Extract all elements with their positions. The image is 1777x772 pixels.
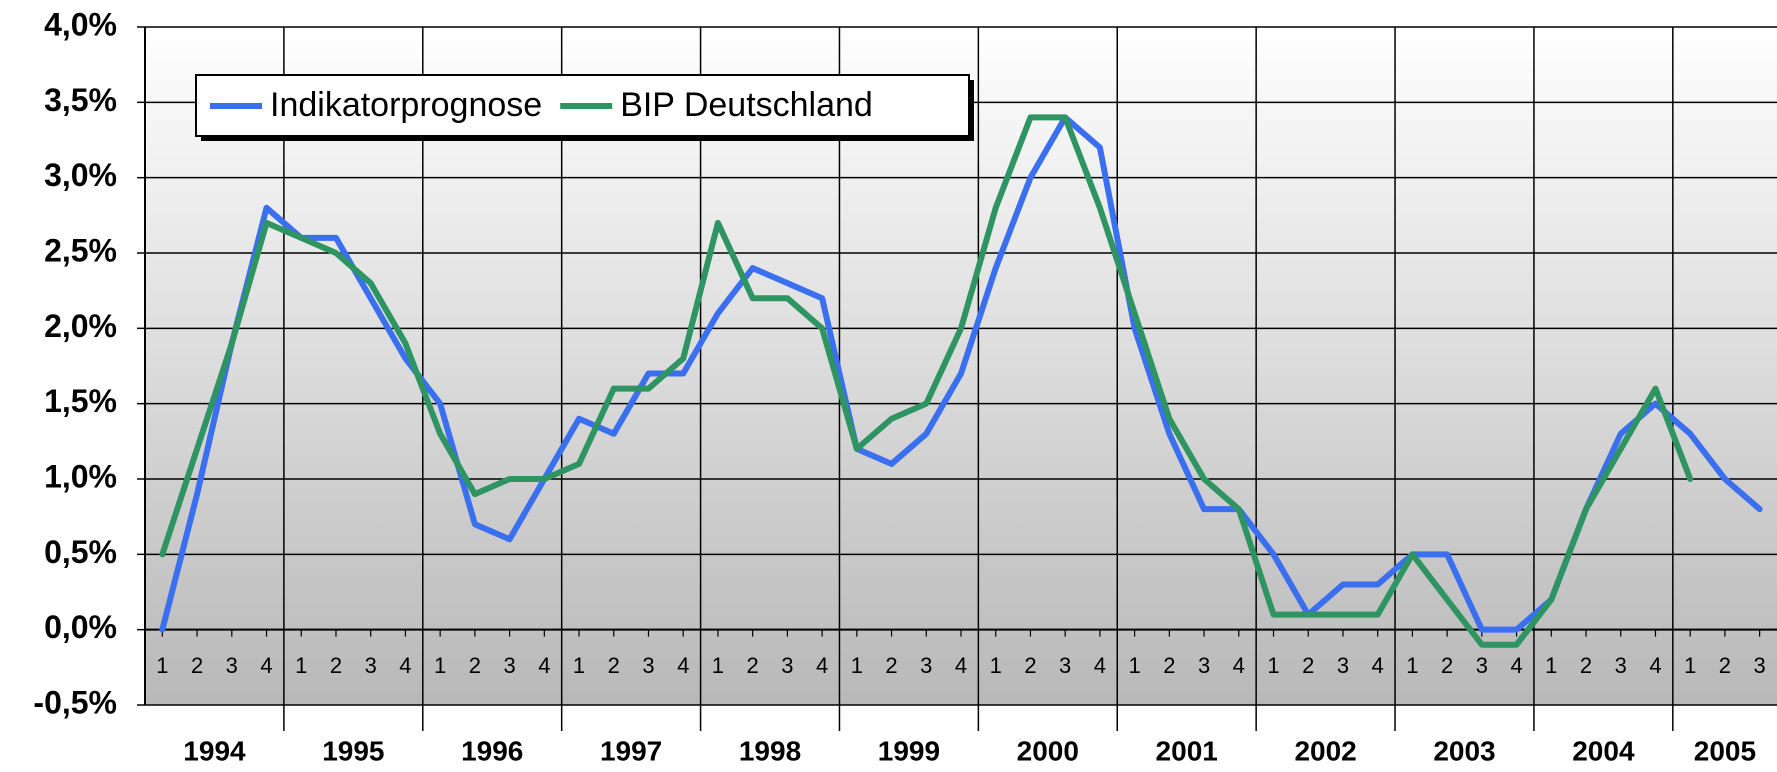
y-tick-label: 1,5% <box>44 383 117 419</box>
year-label: 2005 <box>1694 735 1756 766</box>
quarter-label: 1 <box>156 653 168 678</box>
year-label: 1996 <box>461 735 523 766</box>
y-tick-label: 1,0% <box>44 458 117 494</box>
quarter-label: 2 <box>469 653 481 678</box>
legend-label: BIP Deutschland <box>620 86 873 124</box>
year-label: 2003 <box>1433 735 1495 766</box>
quarter-label: 3 <box>1059 653 1071 678</box>
quarter-label: 1 <box>1128 653 1140 678</box>
quarter-label: 3 <box>1754 653 1766 678</box>
legend: Indikatorprognose BIP Deutschland <box>195 74 974 141</box>
y-tick-label: 4,0% <box>44 6 117 42</box>
quarter-label: 2 <box>608 653 620 678</box>
quarter-label: 1 <box>990 653 1002 678</box>
quarter-label: 1 <box>295 653 307 678</box>
series-line <box>159 114 1694 648</box>
year-label: 1997 <box>600 735 662 766</box>
y-tick-label: 3,5% <box>44 82 117 118</box>
y-tick-label: -0,5% <box>33 684 117 720</box>
year-label: 2002 <box>1294 735 1356 766</box>
quarter-label: 3 <box>920 653 932 678</box>
y-tick-label: 0,5% <box>44 534 117 570</box>
quarter-label: 4 <box>816 653 828 678</box>
quarter-label: 4 <box>955 653 967 678</box>
y-tick-label: 2,0% <box>44 308 117 344</box>
quarter-label: 4 <box>260 653 272 678</box>
quarter-label: 3 <box>1198 653 1210 678</box>
quarter-label: 1 <box>1267 653 1279 678</box>
year-label: 1995 <box>322 735 384 766</box>
quarter-label: 1 <box>1684 653 1696 678</box>
quarter-label: 2 <box>1302 653 1314 678</box>
year-label: 2000 <box>1017 735 1079 766</box>
quarter-label: 1 <box>1545 653 1557 678</box>
quarter-label: 3 <box>1615 653 1627 678</box>
quarter-label: 2 <box>1580 653 1592 678</box>
quarter-label: 3 <box>365 653 377 678</box>
y-tick-label: 0,0% <box>44 609 117 645</box>
quarter-label: 4 <box>399 653 411 678</box>
quarter-label: 1 <box>573 653 585 678</box>
quarter-label: 4 <box>538 653 550 678</box>
quarter-label: 1 <box>851 653 863 678</box>
y-tick-label: 3,0% <box>44 157 117 193</box>
quarter-label: 2 <box>747 653 759 678</box>
quarter-label: 2 <box>191 653 203 678</box>
quarter-label: 3 <box>1337 653 1349 678</box>
quarter-label: 4 <box>1649 653 1661 678</box>
quarter-label: 1 <box>1406 653 1418 678</box>
quarter-label: 3 <box>781 653 793 678</box>
quarter-label: 4 <box>1094 653 1106 678</box>
quarter-label: 3 <box>503 653 515 678</box>
year-label: 2001 <box>1156 735 1218 766</box>
quarter-label: 3 <box>226 653 238 678</box>
quarter-label: 3 <box>642 653 654 678</box>
quarter-label: 2 <box>1163 653 1175 678</box>
quarter-label: 2 <box>885 653 897 678</box>
quarter-label: 2 <box>1024 653 1036 678</box>
quarter-label: 2 <box>1441 653 1453 678</box>
year-label: 1999 <box>878 735 940 766</box>
year-label: 1994 <box>183 735 246 766</box>
quarter-label: 1 <box>712 653 724 678</box>
quarter-label: 2 <box>1719 653 1731 678</box>
quarter-label: 1 <box>434 653 446 678</box>
series-line <box>159 114 1763 633</box>
legend-label: Indikatorprognose <box>270 86 542 124</box>
quarter-label: 4 <box>1372 653 1384 678</box>
quarter-label: 4 <box>677 653 689 678</box>
quarter-label: 4 <box>1510 653 1522 678</box>
quarter-label: 2 <box>330 653 342 678</box>
y-tick-label: 2,5% <box>44 232 117 268</box>
year-label: 1998 <box>739 735 801 766</box>
year-label: 2004 <box>1572 735 1635 766</box>
quarter-label: 4 <box>1233 653 1245 678</box>
quarter-label: 3 <box>1476 653 1488 678</box>
